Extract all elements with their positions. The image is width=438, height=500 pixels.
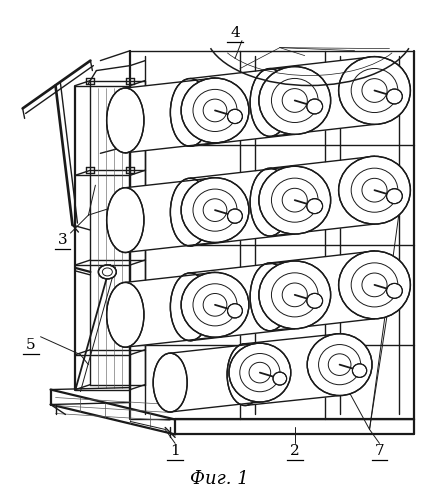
Ellipse shape [352,364,366,378]
Ellipse shape [181,178,248,242]
Ellipse shape [153,353,187,412]
Ellipse shape [250,263,289,330]
Ellipse shape [258,166,330,234]
Polygon shape [125,272,218,347]
Ellipse shape [386,89,401,104]
Text: 7: 7 [374,444,383,458]
Polygon shape [190,66,298,146]
Polygon shape [244,334,342,406]
Polygon shape [190,166,298,246]
Ellipse shape [106,188,144,252]
Ellipse shape [227,304,242,318]
Ellipse shape [170,273,209,340]
Ellipse shape [338,251,410,319]
Ellipse shape [226,344,262,406]
Ellipse shape [258,261,330,329]
Ellipse shape [106,88,144,153]
Polygon shape [269,56,377,136]
Ellipse shape [181,272,248,337]
Polygon shape [269,251,377,330]
Polygon shape [269,156,377,236]
Text: 1: 1 [170,444,180,458]
Polygon shape [125,78,218,153]
Ellipse shape [338,56,410,124]
Ellipse shape [170,178,209,246]
Ellipse shape [272,372,286,385]
Ellipse shape [106,282,144,347]
Ellipse shape [338,156,410,224]
Ellipse shape [258,66,330,134]
Text: 3: 3 [57,233,67,247]
Text: 4: 4 [230,26,239,40]
Ellipse shape [306,99,322,114]
Ellipse shape [307,334,371,396]
Ellipse shape [227,209,242,223]
Text: Фиг. 1: Фиг. 1 [189,470,248,488]
Ellipse shape [98,265,116,279]
Text: 5: 5 [26,338,35,351]
Ellipse shape [306,198,322,214]
Ellipse shape [250,68,289,136]
Ellipse shape [386,188,401,204]
Ellipse shape [306,294,322,308]
Polygon shape [170,343,262,412]
Ellipse shape [227,110,242,124]
Ellipse shape [386,284,401,298]
Polygon shape [125,178,218,252]
Ellipse shape [181,78,248,143]
Polygon shape [190,261,298,340]
Ellipse shape [170,78,209,146]
Text: 2: 2 [289,444,299,458]
Ellipse shape [250,168,289,236]
Ellipse shape [229,343,290,402]
